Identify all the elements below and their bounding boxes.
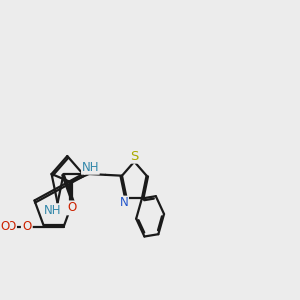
Text: NH: NH [82, 161, 99, 174]
Text: O: O [67, 201, 76, 214]
Text: N: N [120, 196, 128, 209]
Text: O: O [22, 220, 31, 233]
Text: O: O [22, 220, 31, 233]
Text: O: O [0, 220, 10, 233]
Text: S: S [130, 150, 139, 163]
Text: O: O [7, 220, 16, 233]
Text: NH: NH [44, 204, 61, 217]
Text: O: O [22, 220, 31, 233]
